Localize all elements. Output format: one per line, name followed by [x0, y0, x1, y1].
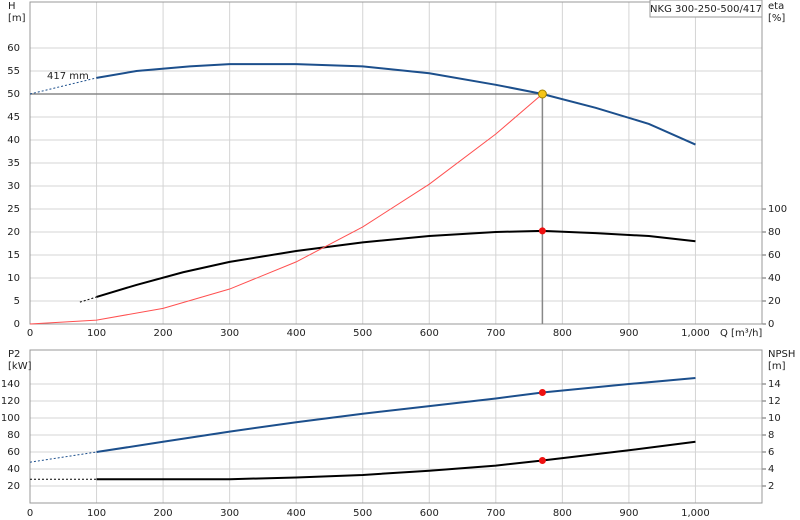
y2-axis-label: NPSH — [768, 349, 795, 360]
y-tick-label: 40 — [7, 135, 20, 146]
plot-frame — [29, 349, 763, 504]
y2-tick-label: 60 — [768, 250, 781, 261]
y2-tick-label: 80 — [768, 227, 781, 238]
y2-axis-label: eta — [768, 1, 784, 12]
y-tick-label: 10 — [7, 273, 20, 284]
y-tick-label: 100 — [1, 413, 20, 424]
y-tick-label: 50 — [7, 89, 20, 100]
y2-tick-label: 14 — [768, 379, 781, 390]
duty-point — [538, 227, 546, 235]
y-tick-label: 20 — [7, 481, 20, 492]
y-tick-label: 20 — [7, 227, 20, 238]
curve — [29, 93, 543, 325]
y2-tick-label: 6 — [768, 447, 774, 458]
x-tick-label: 900 — [619, 508, 638, 519]
curve — [96, 377, 696, 453]
y-tick-label: 35 — [7, 158, 20, 169]
x-tick-label: 1,000 — [681, 328, 710, 339]
y-axis-label: H — [8, 1, 16, 12]
y2-tick-label: 4 — [768, 464, 774, 475]
x-tick-label: 200 — [154, 328, 173, 339]
y-tick-label: 25 — [7, 204, 20, 215]
curve — [29, 451, 97, 463]
title-box — [649, 0, 763, 18]
curve — [96, 229, 696, 298]
x-tick-label: 300 — [220, 328, 239, 339]
chart-title: NKG 300-250-500/417 — [650, 4, 762, 15]
y-tick-label: 30 — [7, 181, 20, 192]
x-tick-label: 0 — [27, 328, 33, 339]
duty-point — [538, 389, 546, 396]
curve — [29, 77, 97, 95]
curve — [79, 296, 97, 303]
y2-tick-label: 2 — [768, 481, 774, 492]
y2-tick-label: 0 — [768, 319, 774, 330]
y2-tick-label: 20 — [768, 296, 781, 307]
y2-axis-label: [m] — [768, 361, 786, 372]
y2-tick-label: 12 — [768, 396, 781, 407]
y-tick-label: 45 — [7, 112, 20, 123]
x-tick-label: 700 — [486, 328, 505, 339]
y2-tick-label: 8 — [768, 430, 774, 441]
x-tick-label: 800 — [553, 508, 572, 519]
duty-point — [538, 457, 546, 464]
x-tick-label: 400 — [287, 328, 306, 339]
x-tick-label: 100 — [87, 508, 106, 519]
x-tick-label: 900 — [619, 328, 638, 339]
x-tick-label: 800 — [553, 328, 572, 339]
y-tick-label: 5 — [14, 296, 20, 307]
y-tick-label: 60 — [7, 447, 20, 458]
y-tick-label: 140 — [1, 379, 20, 390]
x-tick-label: 1,000 — [681, 508, 710, 519]
x-tick-label: 300 — [220, 508, 239, 519]
y-axis-label: [m] — [8, 13, 26, 24]
y-tick-label: 120 — [1, 396, 20, 407]
y-tick-label: 60 — [7, 43, 20, 54]
y-tick-label: 15 — [7, 250, 20, 261]
x-axis-label: Q [m³/h] — [720, 328, 762, 339]
curve-annotation: 417 mm — [47, 71, 89, 82]
y2-tick-label: 40 — [768, 273, 781, 284]
x-tick-label: 100 — [87, 328, 106, 339]
y-tick-label: 0 — [14, 319, 20, 330]
y-axis-label: P2 — [8, 349, 20, 360]
curve — [96, 63, 696, 146]
x-tick-label: 0 — [27, 508, 33, 519]
x-tick-label: 600 — [420, 328, 439, 339]
y-tick-label: 80 — [7, 430, 20, 441]
y2-tick-label: 10 — [768, 413, 781, 424]
x-tick-label: 500 — [353, 328, 372, 339]
x-tick-label: 700 — [486, 508, 505, 519]
y-tick-label: 55 — [7, 66, 20, 77]
y2-tick-label: 100 — [768, 204, 787, 215]
x-tick-label: 600 — [420, 508, 439, 519]
y-axis-label: [kW] — [8, 361, 32, 372]
plot-frame — [29, 1, 763, 325]
curve — [96, 440, 696, 481]
x-tick-label: 200 — [154, 508, 173, 519]
x-tick-label: 400 — [287, 508, 306, 519]
operating-point — [537, 89, 547, 99]
y2-axis-label: [%] — [768, 13, 785, 24]
y-tick-label: 40 — [7, 464, 20, 475]
x-tick-label: 500 — [353, 508, 372, 519]
